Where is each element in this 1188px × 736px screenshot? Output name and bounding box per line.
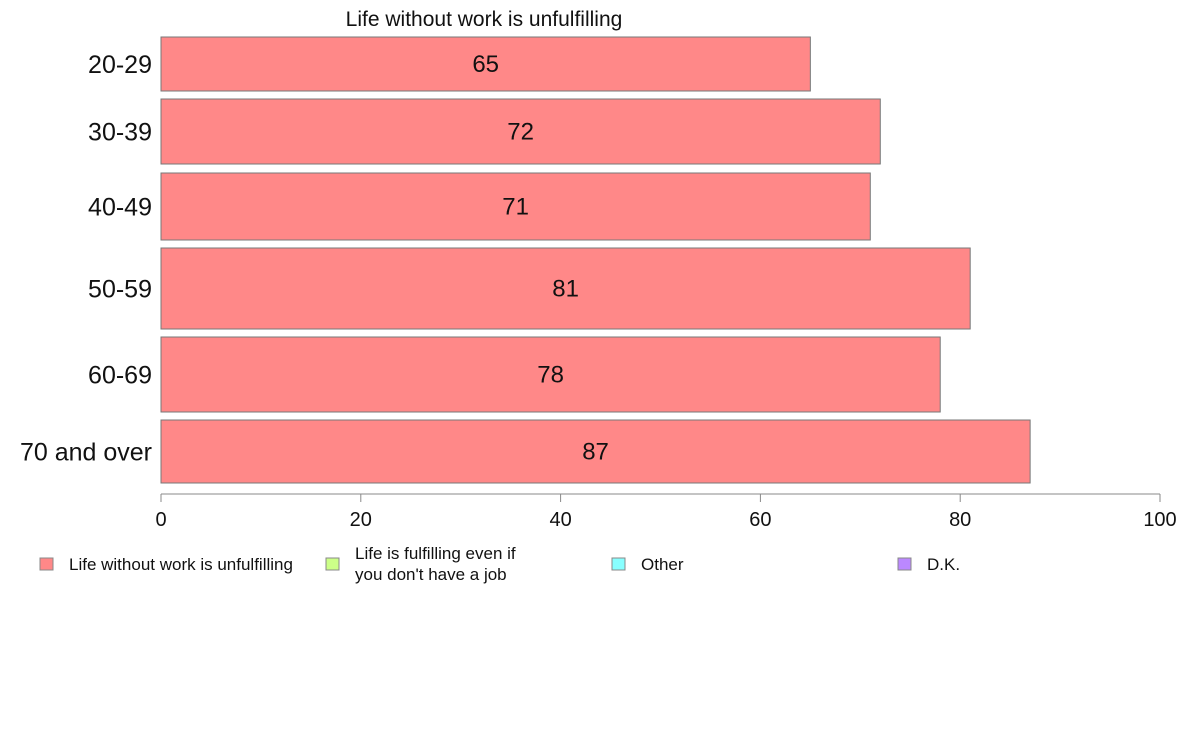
legend-label: D.K. (927, 555, 960, 574)
category-label: 30-39 (88, 119, 152, 147)
bar-50-59 (160, 247, 971, 330)
data-label: 78 (537, 362, 564, 389)
category-label: 70 and over (20, 439, 152, 467)
category-label: 50-59 (88, 276, 152, 304)
x-tick-label: 100 (1143, 509, 1176, 531)
bar-20-29 (160, 36, 811, 92)
data-label: 65 (472, 51, 499, 78)
category-label: 20-29 (88, 51, 152, 79)
legend-label: Life without work is unfulfilling (69, 555, 293, 574)
x-tick-label: 60 (749, 509, 771, 531)
legend-label: Other (641, 555, 684, 574)
legend-label: Life is fulfilling even if (355, 544, 516, 563)
data-label: 72 (507, 119, 534, 146)
legend-swatch (611, 557, 626, 571)
chart-title: Life without work is unfulfilling (346, 8, 623, 31)
legend-swatch (325, 557, 340, 571)
bar-60-69 (160, 336, 941, 413)
bar-70-and-over (160, 419, 1031, 484)
data-label: 87 (582, 439, 609, 466)
category-label: 60-69 (88, 362, 152, 390)
legend-swatch (39, 557, 54, 571)
x-tick-label: 80 (949, 509, 971, 531)
bar-40-49 (160, 172, 871, 241)
data-label: 71 (502, 194, 529, 221)
legend-swatch (897, 557, 912, 571)
legend-label: you don't have a job (355, 565, 507, 584)
x-tick-label: 0 (155, 509, 166, 531)
category-label: 40-49 (88, 194, 152, 222)
x-tick-label: 20 (350, 509, 372, 531)
bar-30-39 (160, 98, 881, 165)
data-label: 81 (552, 276, 579, 303)
bars-group: 20-29 65 30-39 72 40-49 71 50-59 81 60-69 78 70 an… (20, 36, 1031, 484)
x-axis: 0 20 40 60 80 100 (155, 493, 1177, 531)
x-tick-label: 40 (549, 509, 571, 531)
legend: Life without work is unfulfilling Life is… (39, 544, 960, 584)
